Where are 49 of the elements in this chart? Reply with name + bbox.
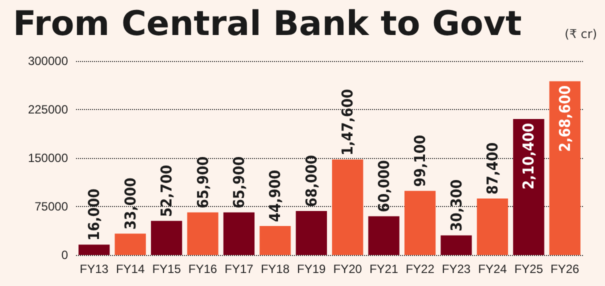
bar (513, 118, 544, 255)
x-tick-label: FY26 (550, 262, 580, 276)
data-label: 30,300 (447, 179, 466, 232)
chart-title: From Central Bank to Govt (13, 4, 522, 44)
data-label: 52,700 (158, 164, 176, 217)
x-tick-label: FY22 (406, 262, 435, 276)
data-label: 68,000 (302, 154, 320, 208)
x-tick-label: FY16 (188, 262, 218, 276)
bar (260, 226, 291, 255)
bar (187, 212, 218, 255)
bar (440, 235, 472, 255)
data-label: 44,900 (266, 170, 284, 222)
y-tick-label: 300000 (28, 54, 68, 68)
data-label: 99,100 (411, 134, 430, 187)
x-tick-label: FY17 (224, 262, 254, 276)
bar (404, 190, 436, 255)
data-label: 87,400 (483, 142, 502, 194)
bar (476, 198, 508, 255)
bar (223, 212, 255, 255)
data-label: 65,900 (194, 156, 212, 208)
x-tick-label: FY21 (369, 262, 398, 276)
x-tick-label: FY23 (442, 262, 471, 276)
x-tick-label: FY13 (80, 262, 109, 276)
data-label: 2,68,600 (556, 85, 574, 152)
data-label: 65,900 (230, 156, 248, 208)
data-label: 60,000 (374, 160, 393, 212)
x-tick-label: FY19 (297, 262, 326, 276)
y-tick-label: 150000 (28, 151, 68, 165)
bar (150, 220, 182, 255)
x-tick-label: FY15 (152, 262, 182, 276)
bar (549, 81, 580, 255)
text: (₹ cr) (564, 27, 597, 41)
data-label: 2,10,400 (520, 122, 538, 190)
data-label: 16,000 (85, 188, 104, 241)
x-tick-label: FY18 (260, 262, 290, 276)
data-label: 1,47,600 (338, 88, 357, 156)
bar (114, 234, 146, 255)
y-tick-label: 225000 (28, 102, 68, 116)
x-tick-label: FY14 (116, 262, 145, 276)
y-tick-label: 0 (61, 248, 68, 262)
bar (332, 160, 364, 255)
bar (296, 211, 327, 255)
x-tick-label: FY25 (514, 262, 544, 276)
x-tick-label: FY24 (478, 262, 508, 276)
data-label: 33,000 (121, 178, 140, 230)
bar (368, 216, 400, 255)
y-tick-label: 75000 (34, 200, 68, 214)
x-tick-label: FY20 (333, 262, 362, 276)
bar (78, 244, 110, 255)
